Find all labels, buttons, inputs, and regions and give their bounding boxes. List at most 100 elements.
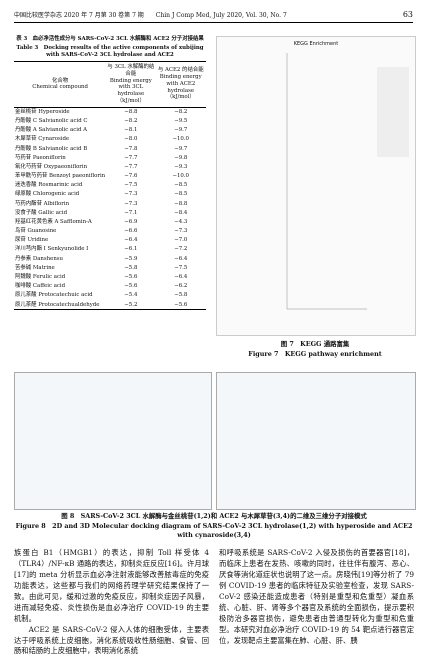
table-cell: −5.6 bbox=[124, 273, 138, 280]
running-header: 中国比较医学杂志 2020 年 7 月第 30 卷第 7 期 Chin J Co… bbox=[14, 10, 413, 23]
table-cell: −7.2 bbox=[174, 246, 188, 253]
table-row: 没食子酸 Gallic acid −7.1 −8.4 bbox=[14, 208, 206, 217]
table-row: 丹酚酸 B Salvianolic acid B −7.8 −9.7 bbox=[14, 144, 206, 153]
table-cell: 洋川芎内酯 I Senkyunolide I bbox=[15, 246, 89, 253]
table-cell: −8.2 bbox=[124, 118, 138, 125]
caption-en: Figure 8 2D and 3D Molecular docking dia… bbox=[15, 521, 413, 540]
table-cell: −7.1 bbox=[124, 209, 138, 216]
table-cell: 苯甲酰芍药苷 Benzoyl paeoniflorin bbox=[15, 173, 106, 180]
figure-8-right bbox=[216, 372, 416, 510]
figure-caption: 图 8 SARS-CoV-2 3CL 水解酶与金丝桃苷(1,2)和 ACE2 与… bbox=[14, 512, 414, 541]
table-cell: −6.2 bbox=[174, 283, 188, 290]
table-cell: 丹参素 Danshensu bbox=[15, 255, 64, 262]
table-cell: 绿原酸 Chlorogenic acid bbox=[15, 191, 80, 198]
table-cell: 尿苷 Uridine bbox=[15, 237, 49, 244]
table-cell: −7.0 bbox=[174, 237, 188, 244]
table-cell: −9.7 bbox=[174, 127, 188, 134]
table-cell: −7.5 bbox=[124, 182, 138, 189]
table-row: 芍药内酯苷 Albiflorin −7.3 −8.8 bbox=[14, 199, 206, 208]
table-cell: −5.6 bbox=[174, 301, 188, 308]
caption-cn: 图 8 SARS-CoV-2 3CL 水解酶与金丝桃苷(1,2)和 ACE2 与… bbox=[61, 512, 367, 520]
table-row: 鸟苷 Guanosine −6.6 −7.3 bbox=[14, 227, 206, 236]
figure-7: KEGG Enrichment bbox=[216, 36, 416, 336]
table-cell: −5.2 bbox=[124, 301, 138, 308]
table-row: 原儿茶醛 Protocatechualdehyde −5.2 −5.6 bbox=[14, 300, 206, 310]
table-cell: −6.1 bbox=[124, 246, 138, 253]
column-header: 与 ACE2 的结合能 Binding energy with ACE2 hyd… bbox=[155, 61, 206, 108]
table-row: 丹参素 Danshensu −5.9 −6.4 bbox=[14, 254, 206, 263]
table-cell: −7.8 bbox=[124, 145, 138, 152]
body-left: 族蛋白 B1（HMGB1）的表达，抑制 Toll 样受体 4（TLR4）/NF-… bbox=[14, 548, 209, 657]
table-cell: −9.7 bbox=[174, 145, 188, 152]
journal: 中国比较医学杂志 2020 年 7 月第 30 卷第 7 期 Chin J Co… bbox=[14, 12, 287, 19]
table-row: 迷迭香酸 Rosmarinic acid −7.5 −8.5 bbox=[14, 181, 206, 190]
table-row: 金丝桃苷 Hyperoside −8.8 −8.2 bbox=[14, 107, 206, 117]
paragraph: 族蛋白 B1（HMGB1）的表达，抑制 Toll 样受体 4（TLR4）/NF-… bbox=[14, 548, 209, 623]
table-cell: −7.7 bbox=[124, 154, 138, 161]
table-cell: 阿魏酸 Ferulic acid bbox=[15, 273, 66, 280]
table-row: 木犀草苷 Cynaroside −8.0 −10.0 bbox=[14, 135, 206, 144]
table-cell: −9.3 bbox=[174, 163, 188, 170]
table-cell: 咖啡酸 Caffeic acid bbox=[15, 283, 66, 290]
figure-art bbox=[286, 53, 409, 310]
table-cell: −7.3 bbox=[124, 200, 138, 207]
table-cell: 氧化芍药苷 Oxypaeoniflorin bbox=[15, 163, 88, 170]
table-cell: −5.8 bbox=[124, 264, 138, 271]
table-row: 苯甲酰芍药苷 Benzoyl paeoniflorin −7.6 −10.0 bbox=[14, 172, 206, 181]
table-cell: −9.5 bbox=[174, 118, 188, 125]
table-cell: 金丝桃苷 Hyperoside bbox=[15, 108, 70, 115]
table-cell: 丹酚酸 B Salvianolic acid B bbox=[15, 145, 88, 152]
table-cell: −8.1 bbox=[124, 127, 138, 134]
table-row: 芍药苷 Paeoniflorin −7.7 −9.8 bbox=[14, 153, 206, 162]
table-cell: −8.0 bbox=[124, 136, 138, 143]
table-cell: 丹酚酸 A Salvianolic acid A bbox=[15, 127, 88, 134]
table-row: 氧化芍药苷 Oxypaeoniflorin −7.7 −9.3 bbox=[14, 163, 206, 172]
paragraph: ACE2 是 SARS-CoV-2 侵入人体的细胞受体，主要表达于呼吸系统上皮细… bbox=[14, 624, 209, 656]
table-cell: −6.4 bbox=[174, 273, 188, 280]
table-cell: −4.3 bbox=[174, 218, 188, 225]
table-cell: 木犀草苷 Cynaroside bbox=[15, 136, 70, 143]
table-cell: −8.8 bbox=[174, 200, 188, 207]
column-header: 化合物 Chemical compound bbox=[14, 61, 107, 108]
page-number: 63 bbox=[402, 10, 413, 19]
table-cell: 苦参碱 Matrine bbox=[15, 264, 55, 271]
table-cell: −6.6 bbox=[124, 228, 138, 235]
table-row: 咖啡酸 Caffeic acid −5.6 −6.2 bbox=[14, 282, 206, 291]
table-title: 表 3 血必净活性成分与 SARS-CoV-2 3CL 水解酶和 ACE2 分子… bbox=[16, 36, 204, 42]
table-cell: −5.8 bbox=[174, 292, 188, 299]
table-row: 洋川芎内酯 I Senkyunolide I −6.1 −7.2 bbox=[14, 245, 206, 254]
table-row: 羟基红花黄色素 A Safflomin-A −6.9 −4.3 bbox=[14, 218, 206, 227]
figure-panel-title: KEGG Enrichment bbox=[293, 41, 339, 47]
table-cell: −7.7 bbox=[124, 163, 138, 170]
table-cell: −7.3 bbox=[174, 228, 188, 235]
table-cell: −10.0 bbox=[172, 173, 189, 180]
table-cell: −6.4 bbox=[174, 255, 188, 262]
table-cell: 鸟苷 Guanosine bbox=[15, 228, 57, 235]
table-cell: −7.3 bbox=[124, 191, 138, 198]
table-row: 尿苷 Uridine −6.4 −7.0 bbox=[14, 236, 206, 245]
table-block: 表 3 血必净活性成分与 SARS-CoV-2 3CL 水解酶和 ACE2 分子… bbox=[14, 36, 206, 311]
table-cell: −9.8 bbox=[174, 154, 188, 161]
table-cell: −7.5 bbox=[174, 264, 188, 271]
figure-8-left bbox=[14, 372, 212, 510]
table-cell: 芍药苷 Paeoniflorin bbox=[15, 154, 66, 161]
table-row: 苦参碱 Matrine −5.8 −7.5 bbox=[14, 263, 206, 272]
table-row: 丹酚酸 C Salvianolic acid C −8.2 −9.5 bbox=[14, 117, 206, 126]
table-cell: −8.2 bbox=[174, 108, 188, 115]
figure-caption: 图 7 KEGG 通路富集 Figure 7 KEGG pathway enric… bbox=[216, 340, 414, 359]
table-cell: −5.4 bbox=[124, 292, 138, 299]
table-cell: −6.4 bbox=[124, 237, 138, 244]
table-cell: −8.8 bbox=[124, 108, 138, 115]
table: 化合物 Chemical compound 与 3CL 水解酶的结合能 Bindi… bbox=[14, 61, 206, 311]
table-row: 丹酚酸 A Salvianolic acid A −8.1 −9.7 bbox=[14, 126, 206, 135]
paragraph: 和呼吸系统是 SARS-CoV-2 入侵及损伤的首要器官[18]，而临床上患者在… bbox=[219, 548, 414, 645]
table-cell: −8.5 bbox=[174, 191, 188, 198]
body-right: 和呼吸系统是 SARS-CoV-2 入侵及损伤的首要器官[18]，而临床上患者在… bbox=[219, 548, 414, 646]
column-header: 与 3CL 水解酶的结合能 Binding energy with 3CL hy… bbox=[106, 61, 156, 108]
table-cell: 原儿茶酸 Protocatechuic acid bbox=[15, 292, 93, 299]
caption-en: Figure 7 KEGG pathway enrichment bbox=[248, 349, 382, 358]
table-cell: −6.9 bbox=[124, 218, 138, 225]
table-row: 绿原酸 Chlorogenic acid −7.3 −8.5 bbox=[14, 190, 206, 199]
table-cell: 芍药内酯苷 Albiflorin bbox=[15, 200, 70, 207]
table-cell: −8.5 bbox=[174, 182, 188, 189]
